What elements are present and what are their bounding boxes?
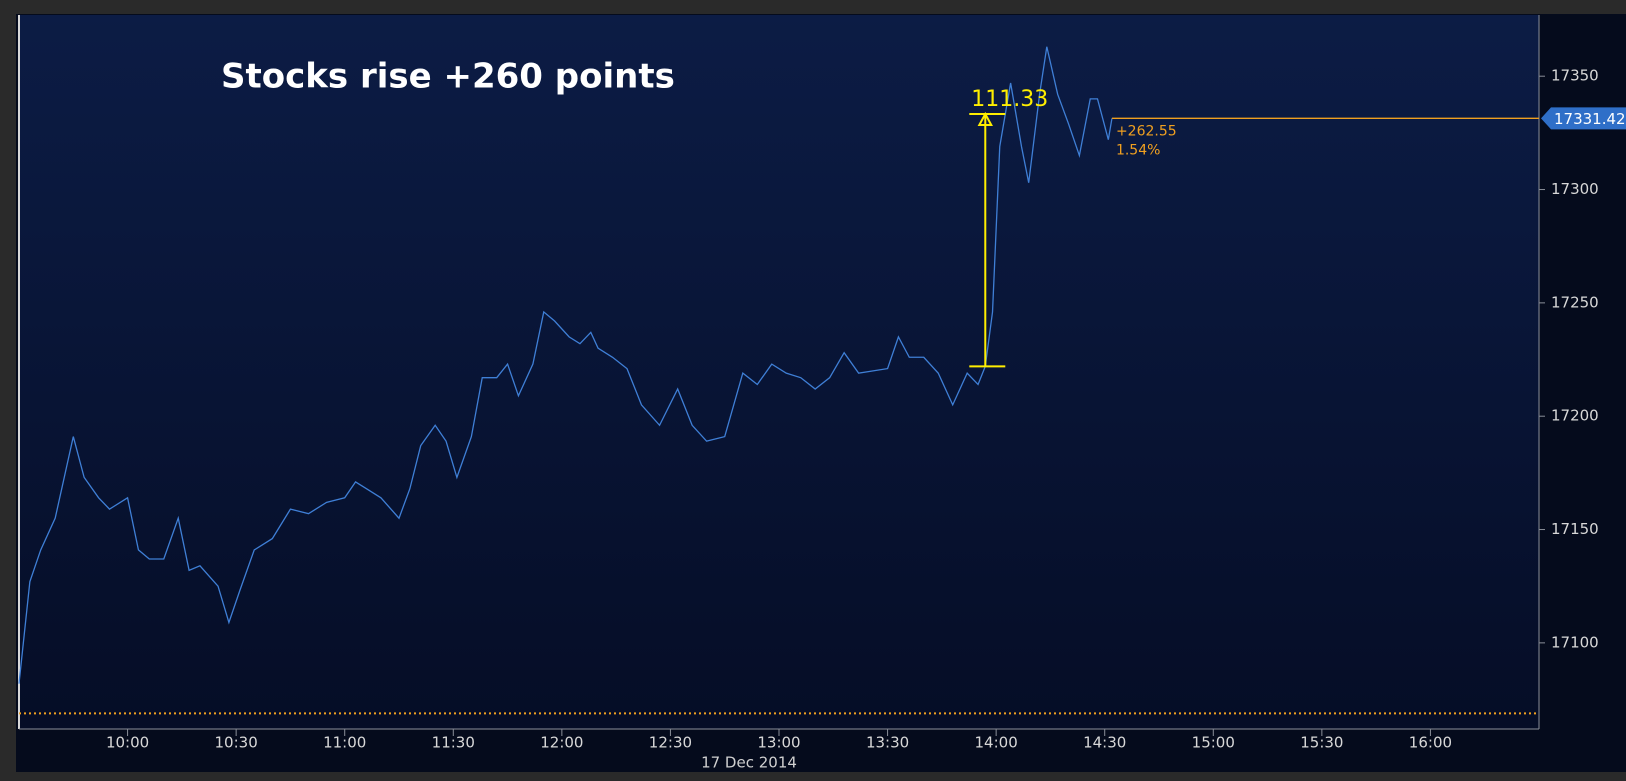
y-tick-label: 17350 [1551, 67, 1599, 85]
x-tick-label: 13:30 [866, 734, 909, 752]
last-price-label: 17331.42 [1554, 110, 1626, 128]
price-line [18, 46, 1113, 684]
x-tick-label: 15:30 [1300, 734, 1343, 752]
y-tick-label: 17100 [1551, 633, 1599, 651]
change-pct-label: 1.54% [1116, 142, 1160, 158]
measure-label: 111.33 [971, 87, 1048, 112]
chart-title: Stocks rise +260 points [221, 57, 675, 97]
change-label: +262.55 [1116, 123, 1177, 139]
x-tick-label: 12:30 [649, 734, 692, 752]
x-tick-label: 16:00 [1409, 734, 1452, 752]
x-tick-label: 11:30 [432, 734, 475, 752]
y-tick-label: 17250 [1551, 293, 1599, 311]
plot-area [19, 15, 1539, 729]
x-tick-label: 14:00 [975, 734, 1018, 752]
y-tick-label: 17300 [1551, 180, 1599, 198]
y-tick-label: 17150 [1551, 520, 1599, 538]
x-tick-label: 11:00 [323, 734, 366, 752]
last-price-tag [1541, 107, 1626, 130]
x-tick-label: 13:00 [757, 734, 800, 752]
x-tick-label: 10:30 [215, 734, 258, 752]
x-tick-label: 12:00 [540, 734, 583, 752]
measure-arrow [977, 111, 993, 126]
x-tick-label: 15:00 [1192, 734, 1235, 752]
x-tick-label: 10:00 [106, 734, 149, 752]
x-axis-label: 17 Dec 2014 [701, 754, 797, 772]
x-tick-label: 14:30 [1083, 734, 1126, 752]
y-tick-label: 17200 [1551, 407, 1599, 425]
